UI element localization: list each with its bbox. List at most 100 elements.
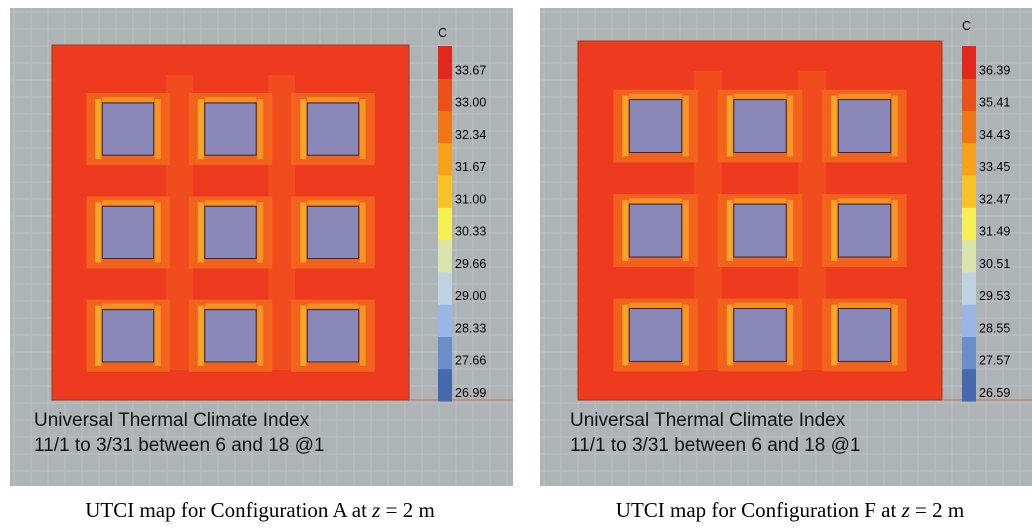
legend-tick-label: 29.66 [455,257,486,271]
legend-tick-label: 27.57 [979,354,1010,368]
legend-tick-label: 31.00 [455,192,486,206]
legend-swatch [962,207,976,241]
hot-edge [197,99,204,160]
hot-edge [307,97,359,103]
legend-tick-label: 31.49 [979,225,1010,239]
building [101,205,155,260]
building [628,308,683,362]
legend-tick-label: 29.53 [979,289,1010,303]
building [733,99,787,153]
hot-edge [359,99,366,160]
building [204,309,257,363]
caption-text: UTCI map for Configuration F at [615,498,902,522]
corridor-shade [165,75,193,370]
hot-edge [204,200,257,206]
hot-edge [733,302,787,308]
figure-caption-f: UTCI map for Configuration F at z = 2 m [530,498,1032,523]
legend-swatch [438,304,452,337]
building [837,99,892,153]
utci-map-a: 26.99 27.66 28.33 29.00 29.66 30.33 31.00 31.67… [10,8,513,486]
hot-edge [95,202,102,263]
hot-edge [733,93,787,99]
hot-edge [307,303,359,309]
hot-edge [102,303,154,309]
hot-edge [359,202,366,263]
building [101,309,155,363]
annotation-line: 11/1 to 3/31 between 6 and 18 @1 [34,435,324,456]
legend-swatch [438,46,452,79]
legend-tick-label: 26.59 [979,386,1010,400]
legend-swatch [438,368,452,402]
corridor-shade [268,75,296,370]
building [101,102,155,156]
building [628,203,683,258]
hot-edge [787,304,794,366]
hot-edge [831,200,838,261]
hot-edge [787,95,794,157]
annotation-line: 11/1 to 3/31 between 6 and 18 @1 [570,435,860,456]
hot-edge [838,302,891,308]
hot-edge [726,95,733,157]
legend-swatch [438,336,452,370]
utci-panel-f: 26.59 27.57 28.55 29.53 30.51 31.49 32.47 33.45… [540,8,1032,486]
legend-swatch [962,304,976,337]
legend-swatch [962,336,976,370]
legend: 26.59 27.57 28.55 29.53 30.51 31.49 32.47 33.45… [962,19,1010,402]
hot-edge [682,95,689,157]
hot-edge [838,93,891,99]
hot-edge [257,202,264,263]
legend-tick-label: 32.47 [979,192,1010,206]
legend-tick-label: 33.00 [455,96,486,110]
heatmap-border [51,44,410,401]
legend-tick-label: 33.67 [455,63,486,77]
legend: 26.99 27.66 28.33 29.00 29.66 30.33 31.00 31.67… [438,26,486,402]
corridor-shade [693,71,722,370]
hot-edge [300,202,307,263]
hot-edge [891,304,898,366]
legend-swatch [962,110,976,144]
legend-swatch [438,271,452,305]
hot-edge [197,202,204,263]
hot-edge [257,99,264,160]
hot-edge [204,97,257,103]
building [733,308,787,362]
hot-edge [629,93,682,99]
caption-variable: z [901,498,910,522]
hot-edge [787,200,794,261]
hot-edge [95,99,102,160]
building [204,102,257,156]
legend-swatch [962,78,976,112]
building [306,205,360,260]
hot-edge [307,200,359,206]
hot-edge [629,302,682,308]
legend-unit: C [438,26,447,40]
legend-swatch [438,110,452,144]
building [306,309,360,363]
hot-edge [622,200,629,261]
hot-edge [102,97,154,103]
hot-edge [300,99,307,160]
annotation-line: Universal Thermal Climate Index [570,410,846,431]
annotation-line: Universal Thermal Climate Index [34,410,310,431]
hot-edge [300,305,307,366]
legend-tick-label: 34.43 [979,128,1010,142]
building [733,203,787,258]
legend-swatch [962,142,976,176]
figure-caption-a: UTCI map for Configuration A at z = 2 m [0,498,520,523]
hot-edge [95,305,102,366]
legend-tick-label: 36.39 [979,63,1010,77]
hot-edge [154,202,161,263]
legend-swatch [438,239,452,273]
legend-swatch [962,239,976,273]
legend-tick-label: 30.33 [455,225,486,239]
hot-edge [154,305,161,366]
legend-tick-label: 28.55 [979,322,1010,336]
hot-edge [682,304,689,366]
legend-tick-label: 35.41 [979,96,1010,110]
legend-swatch [438,175,452,208]
building [306,102,360,156]
legend-swatch [438,207,452,241]
hot-edge [102,200,154,206]
legend-tick-label: 27.66 [455,354,486,368]
hot-edge [733,198,787,204]
